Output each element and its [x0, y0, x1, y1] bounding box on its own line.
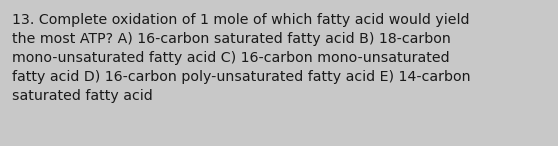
Text: mono-unsaturated fatty acid C) 16-carbon mono-unsaturated: mono-unsaturated fatty acid C) 16-carbon… [12, 51, 450, 65]
Text: saturated fatty acid: saturated fatty acid [12, 89, 153, 103]
Text: fatty acid D) 16-carbon poly-unsaturated fatty acid E) 14-carbon: fatty acid D) 16-carbon poly-unsaturated… [12, 70, 470, 84]
Text: 13. Complete oxidation of 1 mole of which fatty acid would yield: 13. Complete oxidation of 1 mole of whic… [12, 13, 469, 27]
Text: the most ATP? A) 16-carbon saturated fatty acid B) 18-carbon: the most ATP? A) 16-carbon saturated fat… [12, 32, 451, 46]
